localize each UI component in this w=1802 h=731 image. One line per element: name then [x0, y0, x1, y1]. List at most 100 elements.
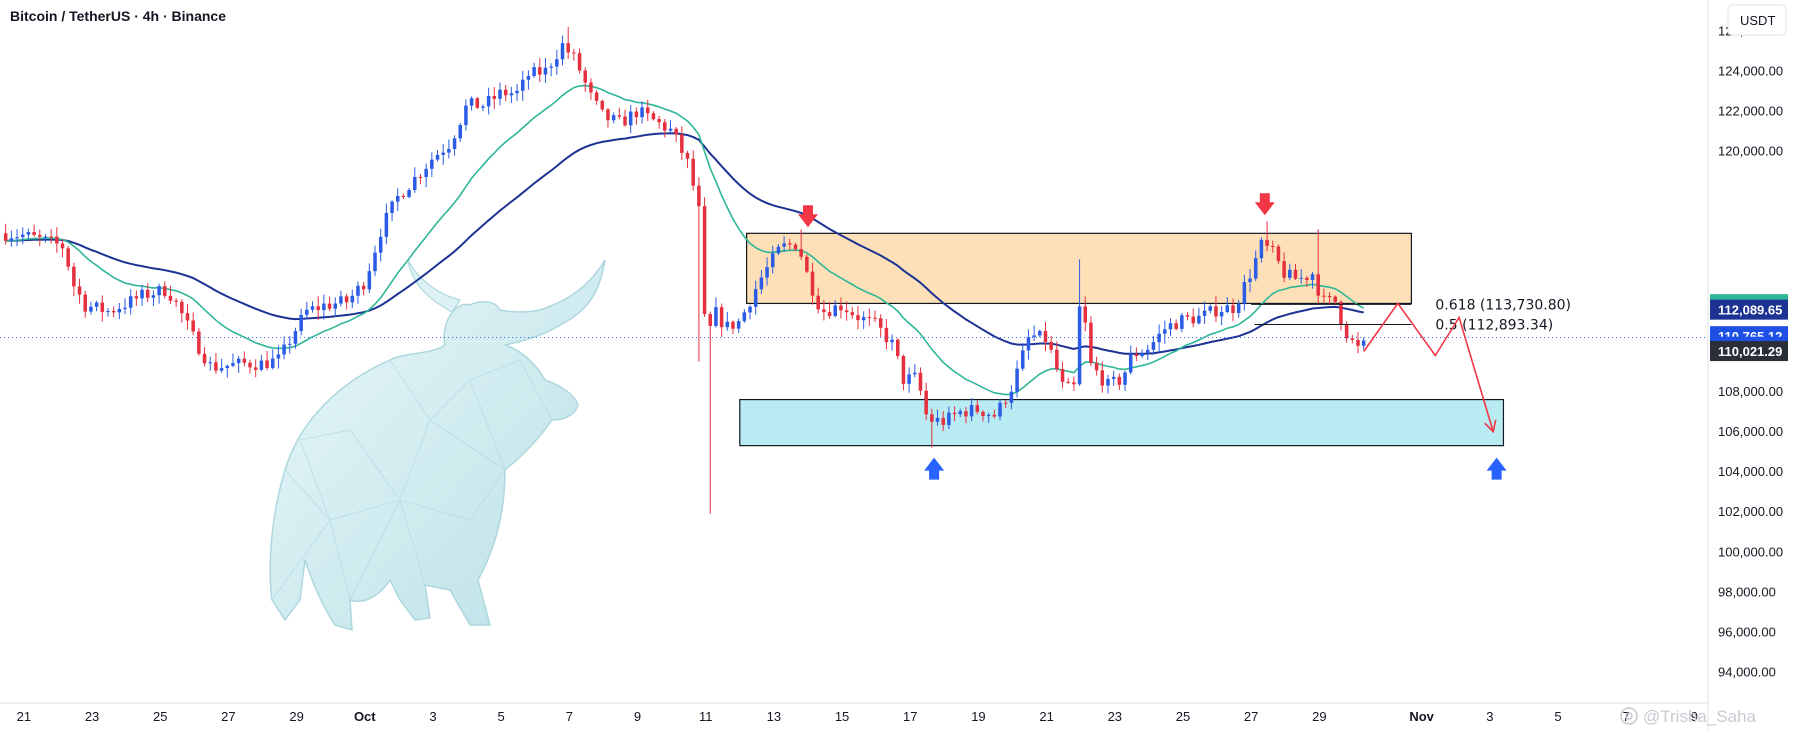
candle[interactable] — [174, 298, 178, 308]
candle[interactable] — [691, 150, 695, 191]
candle[interactable] — [282, 336, 286, 360]
candle[interactable] — [566, 27, 570, 59]
candle[interactable] — [1089, 316, 1093, 367]
candle[interactable] — [856, 306, 860, 330]
candle[interactable] — [481, 104, 485, 112]
candle[interactable] — [163, 281, 167, 299]
candle[interactable] — [1208, 304, 1213, 314]
candle[interactable] — [305, 301, 309, 320]
projection-path[interactable] — [1363, 302, 1494, 432]
candle[interactable] — [1123, 370, 1127, 392]
candle[interactable] — [185, 303, 190, 330]
currency-button[interactable]: USDT — [1727, 4, 1787, 36]
support-zone[interactable] — [739, 398, 1505, 447]
candle[interactable] — [111, 306, 116, 318]
candle[interactable] — [594, 90, 599, 105]
candle[interactable] — [248, 359, 252, 374]
ema-fast-line[interactable] — [5, 84, 1365, 396]
candle[interactable] — [231, 353, 235, 368]
candle[interactable] — [1197, 307, 1201, 325]
candle[interactable] — [1049, 335, 1053, 354]
candle[interactable] — [913, 364, 917, 378]
candle[interactable] — [788, 238, 792, 251]
candle[interactable] — [975, 400, 980, 415]
candle[interactable] — [299, 308, 303, 336]
sell-arrow-icon[interactable] — [797, 205, 818, 228]
candle[interactable] — [793, 242, 798, 252]
candle[interactable] — [1015, 360, 1019, 398]
candle[interactable] — [1117, 373, 1122, 391]
candle[interactable] — [759, 269, 764, 294]
candle[interactable] — [1066, 377, 1070, 384]
candle[interactable] — [850, 306, 855, 320]
candle[interactable] — [1361, 337, 1366, 350]
candle[interactable] — [549, 63, 553, 77]
candle[interactable] — [878, 314, 883, 337]
candle[interactable] — [134, 290, 139, 306]
candle[interactable] — [106, 308, 110, 317]
candle[interactable] — [560, 35, 565, 66]
candle[interactable] — [628, 105, 633, 134]
candle[interactable] — [1305, 276, 1309, 287]
candle[interactable] — [441, 144, 445, 165]
candle[interactable] — [884, 319, 889, 350]
candle[interactable] — [293, 327, 298, 349]
candle[interactable] — [657, 115, 661, 129]
candle[interactable] — [958, 408, 963, 418]
candle[interactable] — [288, 336, 292, 354]
candle[interactable] — [924, 382, 928, 421]
candle[interactable] — [333, 297, 337, 317]
candle[interactable] — [151, 290, 156, 307]
candle[interactable] — [1225, 296, 1230, 314]
candle[interactable] — [219, 358, 224, 373]
candle[interactable] — [697, 177, 701, 362]
candle[interactable] — [799, 229, 803, 260]
candle[interactable] — [623, 109, 627, 127]
candle[interactable] — [1111, 370, 1116, 386]
candle[interactable] — [1026, 329, 1031, 360]
candle[interactable] — [395, 188, 400, 211]
candle[interactable] — [1180, 313, 1184, 333]
candle[interactable] — [339, 290, 343, 307]
candle[interactable] — [782, 236, 786, 252]
candle[interactable] — [668, 120, 673, 135]
candle[interactable] — [918, 367, 923, 396]
candle[interactable] — [617, 107, 622, 120]
candle[interactable] — [424, 163, 428, 188]
candle[interactable] — [168, 285, 173, 304]
candle[interactable] — [1259, 237, 1264, 263]
resistance-zone[interactable] — [746, 232, 1413, 305]
candle[interactable] — [839, 297, 843, 319]
candle[interactable] — [100, 295, 105, 322]
candle[interactable] — [1214, 296, 1218, 322]
candle[interactable] — [532, 62, 536, 78]
candle[interactable] — [276, 345, 281, 369]
candle[interactable] — [373, 245, 377, 277]
candle[interactable] — [350, 289, 355, 309]
candle[interactable] — [413, 167, 417, 193]
candle[interactable] — [1003, 399, 1008, 409]
candle[interactable] — [214, 353, 218, 374]
candle[interactable] — [498, 82, 502, 106]
candle[interactable] — [180, 299, 184, 323]
candle[interactable] — [475, 96, 480, 110]
candle[interactable] — [418, 173, 423, 185]
candle[interactable] — [742, 309, 747, 323]
candle[interactable] — [731, 320, 735, 335]
candle[interactable] — [589, 78, 593, 100]
sell-arrow-icon[interactable] — [1254, 193, 1275, 216]
candle[interactable] — [55, 227, 59, 253]
candle[interactable] — [407, 187, 411, 199]
candle[interactable] — [1055, 341, 1059, 372]
candle[interactable] — [401, 193, 406, 199]
candle[interactable] — [492, 87, 497, 109]
candle[interactable] — [640, 101, 644, 124]
candle[interactable] — [663, 119, 667, 138]
candle[interactable] — [645, 99, 650, 122]
candle[interactable] — [998, 399, 1002, 421]
candle[interactable] — [1157, 324, 1161, 352]
candle[interactable] — [1094, 356, 1099, 376]
candle[interactable] — [38, 229, 42, 247]
candle[interactable] — [1288, 263, 1292, 281]
